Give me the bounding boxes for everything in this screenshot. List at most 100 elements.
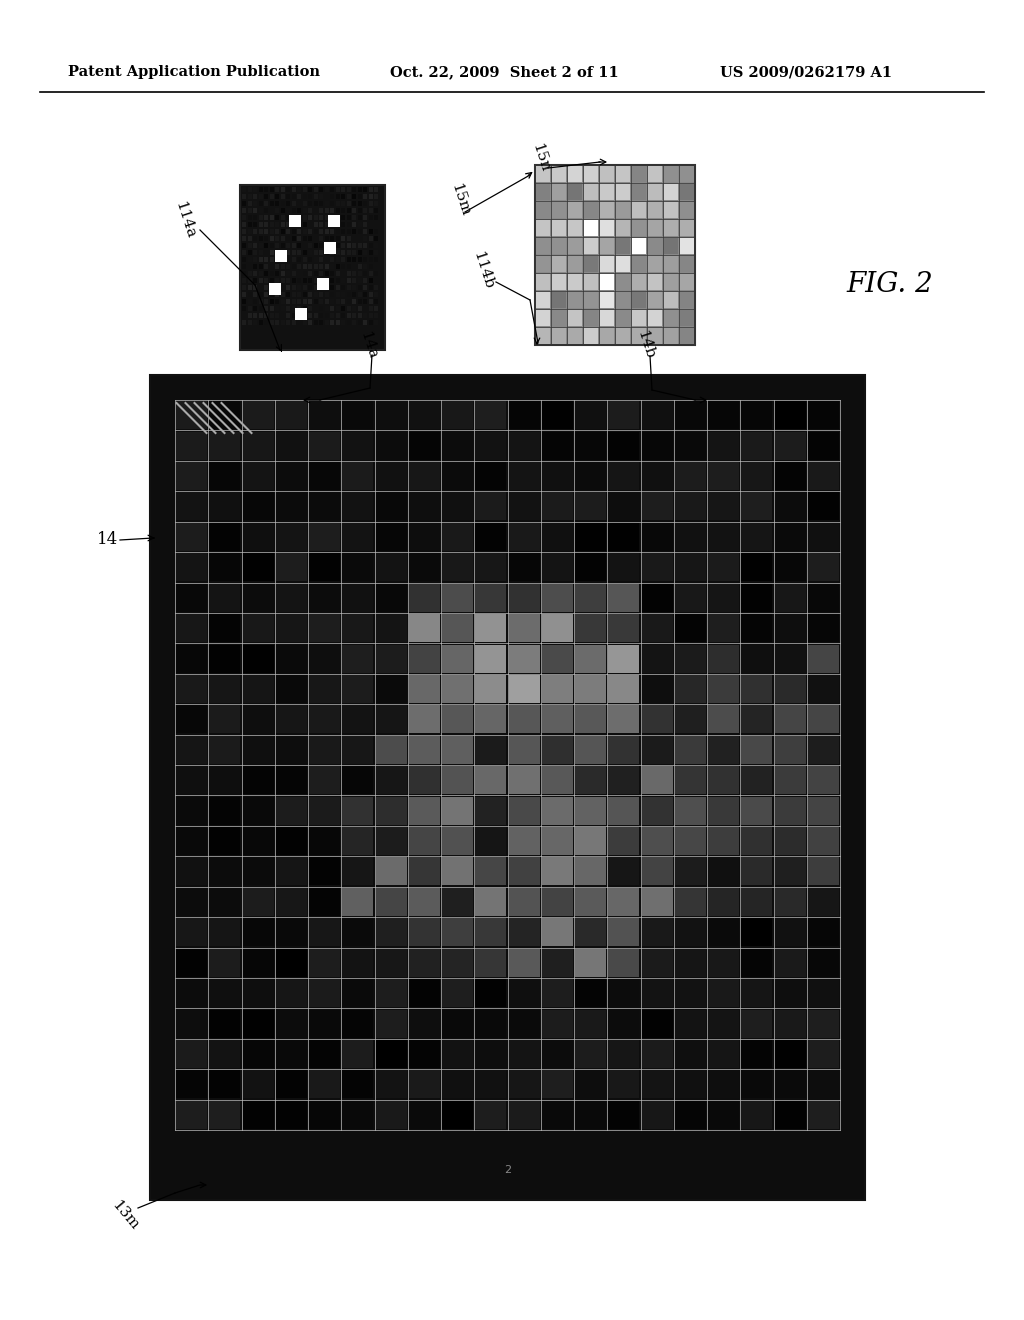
Bar — [584, 238, 598, 255]
Bar — [336, 300, 340, 304]
Bar — [240, 185, 385, 350]
Bar — [210, 979, 241, 1007]
Bar — [346, 319, 350, 325]
Bar — [242, 300, 246, 304]
Bar — [808, 675, 839, 704]
Bar — [309, 979, 340, 1007]
Bar — [346, 209, 350, 213]
Bar — [775, 614, 806, 642]
Bar — [775, 462, 806, 490]
Bar — [709, 766, 739, 795]
Bar — [264, 201, 268, 206]
Bar — [362, 236, 367, 242]
Bar — [297, 187, 301, 191]
Bar — [409, 705, 439, 734]
Bar — [313, 215, 317, 220]
Bar — [281, 279, 285, 282]
Bar — [292, 313, 296, 318]
Bar — [243, 492, 273, 520]
Bar — [176, 766, 207, 795]
Bar — [309, 1040, 340, 1068]
Bar — [210, 432, 241, 459]
Bar — [313, 300, 317, 304]
Bar — [346, 222, 350, 227]
Bar — [675, 401, 706, 429]
Bar — [552, 166, 566, 182]
Bar — [362, 319, 367, 325]
Bar — [536, 256, 550, 272]
Bar — [808, 858, 839, 886]
Bar — [258, 228, 262, 234]
Bar — [442, 979, 473, 1007]
Bar — [269, 285, 273, 290]
Bar — [292, 257, 296, 261]
Bar — [642, 1040, 673, 1068]
Bar — [642, 523, 673, 550]
Bar — [542, 583, 572, 611]
Bar — [741, 583, 772, 611]
Bar — [357, 271, 361, 276]
Bar — [808, 1071, 839, 1098]
Bar — [176, 979, 207, 1007]
Bar — [302, 271, 306, 276]
Bar — [330, 194, 334, 199]
Bar — [615, 292, 630, 308]
Bar — [313, 319, 317, 325]
Bar — [269, 279, 273, 282]
Bar — [352, 292, 356, 297]
Bar — [362, 187, 367, 191]
Bar — [575, 888, 606, 916]
Bar — [642, 492, 673, 520]
Bar — [615, 183, 630, 201]
Bar — [442, 919, 473, 946]
Bar — [648, 273, 663, 290]
Bar — [642, 432, 673, 459]
Bar — [642, 1101, 673, 1129]
Bar — [210, 1040, 241, 1068]
Bar — [342, 766, 374, 795]
Bar — [374, 209, 378, 213]
Bar — [442, 675, 473, 704]
Bar — [675, 735, 706, 764]
Bar — [309, 828, 340, 855]
Bar — [264, 243, 268, 248]
Bar — [253, 228, 257, 234]
Bar — [675, 462, 706, 490]
Bar — [210, 858, 241, 886]
Bar — [275, 462, 307, 490]
Bar — [409, 523, 439, 550]
Bar — [357, 228, 361, 234]
Bar — [709, 644, 739, 673]
Bar — [336, 201, 340, 206]
Bar — [362, 257, 367, 261]
Bar — [542, 919, 572, 946]
Bar — [741, 796, 772, 825]
Bar — [409, 644, 439, 673]
Bar — [341, 194, 345, 199]
Bar — [286, 264, 290, 269]
Bar — [775, 553, 806, 581]
Bar — [709, 796, 739, 825]
Bar — [352, 285, 356, 290]
Bar — [297, 285, 301, 290]
Bar — [248, 285, 252, 290]
Bar — [775, 796, 806, 825]
Bar — [341, 201, 345, 206]
Bar — [281, 257, 285, 261]
Bar — [176, 919, 207, 946]
Bar — [741, 1040, 772, 1068]
Bar — [648, 292, 663, 308]
Bar — [313, 257, 317, 261]
Text: 15n: 15n — [528, 143, 551, 174]
Bar — [352, 187, 356, 191]
Bar — [330, 306, 334, 312]
Bar — [575, 644, 606, 673]
Bar — [632, 183, 646, 201]
Bar — [615, 256, 630, 272]
Bar — [319, 264, 323, 269]
Bar — [409, 1010, 439, 1038]
Bar — [409, 675, 439, 704]
Bar — [632, 273, 646, 290]
Bar — [275, 1071, 307, 1098]
Bar — [675, 766, 706, 795]
